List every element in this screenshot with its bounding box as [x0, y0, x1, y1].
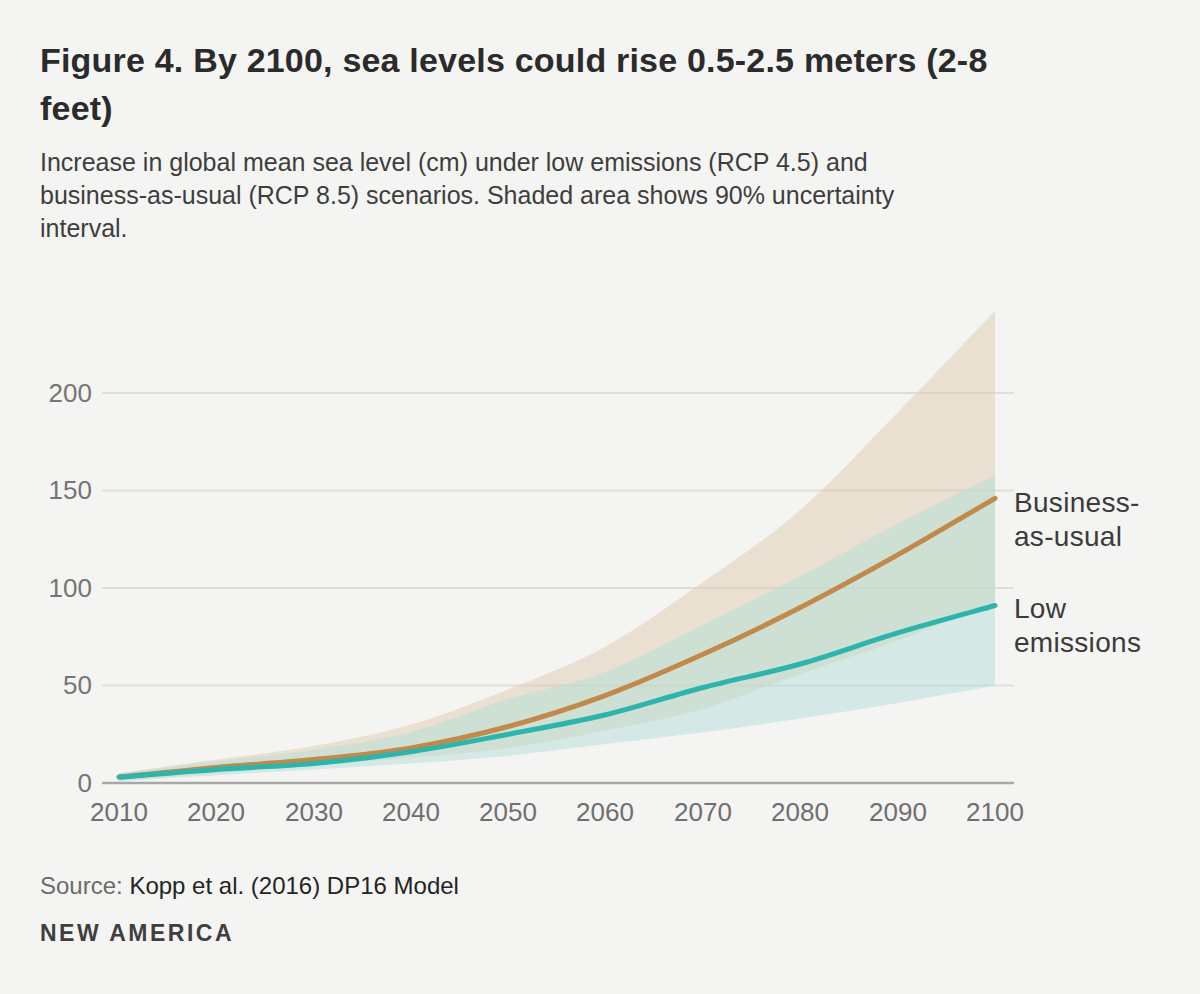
x-tick-label-2040: 2040	[366, 797, 456, 827]
x-tick-label-2050: 2050	[463, 797, 553, 827]
y-tick-label-200: 200	[30, 378, 92, 408]
y-tick-label-150: 150	[30, 475, 92, 505]
x-tick-label-2100: 2100	[950, 797, 1040, 827]
x-tick-label-2070: 2070	[658, 797, 748, 827]
series-label-business-as-usual: Business-as-usual	[1014, 486, 1174, 554]
x-tick-label-2090: 2090	[853, 797, 943, 827]
x-tick-label-2080: 2080	[755, 797, 845, 827]
figure-subtitle-line-2: business-as-usual (RCP 8.5) scenarios. S…	[40, 179, 1140, 212]
y-tick-label-100: 100	[30, 573, 92, 603]
figure-subtitle-line-1: Increase in global mean sea level (cm) u…	[40, 146, 1140, 179]
brand-logo: NEW AMERICA	[40, 920, 234, 947]
figure-title: Figure 4. By 2100, sea levels could rise…	[40, 36, 1170, 132]
source-line: Source: Kopp et al. (2016) DP16 Model	[40, 871, 459, 901]
figure-subtitle-line-3: interval.	[40, 212, 1140, 245]
source-label: Source:	[40, 872, 123, 899]
x-tick-label-2060: 2060	[560, 797, 650, 827]
x-tick-label-2010: 2010	[74, 797, 164, 827]
figure-subtitle: Increase in global mean sea level (cm) u…	[40, 146, 1140, 245]
figure-title-line-2: feet)	[40, 84, 1170, 132]
series-label-low-emissions: Low emissions	[1014, 592, 1174, 660]
y-tick-label-50: 50	[30, 670, 92, 700]
figure-title-line-1: Figure 4. By 2100, sea levels could rise…	[40, 36, 1170, 84]
x-tick-label-2020: 2020	[171, 797, 261, 827]
y-tick-label-0: 0	[30, 768, 92, 798]
page-root: { "page": { "title_lines": [ "Figure 4. …	[0, 0, 1200, 994]
x-tick-label-2030: 2030	[269, 797, 359, 827]
source-text: Kopp et al. (2016) DP16 Model	[129, 872, 459, 899]
